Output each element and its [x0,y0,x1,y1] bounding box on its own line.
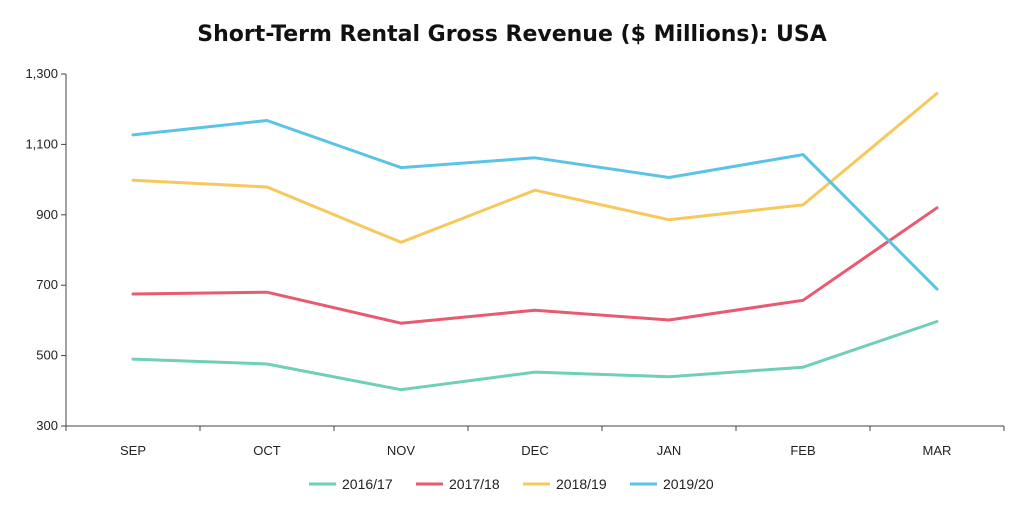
y-tick-label: 900 [36,207,58,222]
legend-label: 2016/17 [342,476,393,492]
legend-item: 2016/17 [309,476,393,492]
chart-title: Short-Term Rental Gross Revenue ($ Milli… [197,22,827,47]
legend-label: 2017/18 [449,476,500,492]
series-line-2017-18 [131,206,939,325]
series-line-2019-20 [131,119,939,291]
y-tick-label: 500 [36,348,58,363]
y-tick-label: 1,300 [25,66,58,81]
x-tick-label: OCT [253,443,281,458]
x-tick-label: DEC [521,443,548,458]
y-tick-label: 1,100 [25,136,58,151]
legend-item: 2017/18 [416,476,500,492]
x-axis: SEP OCT NOV DEC JAN FEB MAR [65,425,1005,458]
y-tick-label: 300 [36,418,58,433]
y-tick-label: 700 [36,277,58,292]
x-tick-label: MAR [923,443,952,458]
x-tick-label: NOV [387,443,416,458]
x-tick-label: SEP [120,443,146,458]
legend: 2016/17 2017/18 2018/19 2019/20 [309,476,714,492]
legend-label: 2018/19 [556,476,607,492]
legend-item: 2019/20 [630,476,714,492]
series-line-2016-17 [131,320,939,392]
legend-item: 2018/19 [523,476,607,492]
series-lines [131,91,939,392]
y-axis: 300 500 700 900 1,100 1,300 [25,66,67,433]
legend-label: 2019/20 [663,476,714,492]
series-line-2018-19 [131,91,939,244]
x-tick-label: JAN [657,443,682,458]
x-tick-label: FEB [790,443,815,458]
